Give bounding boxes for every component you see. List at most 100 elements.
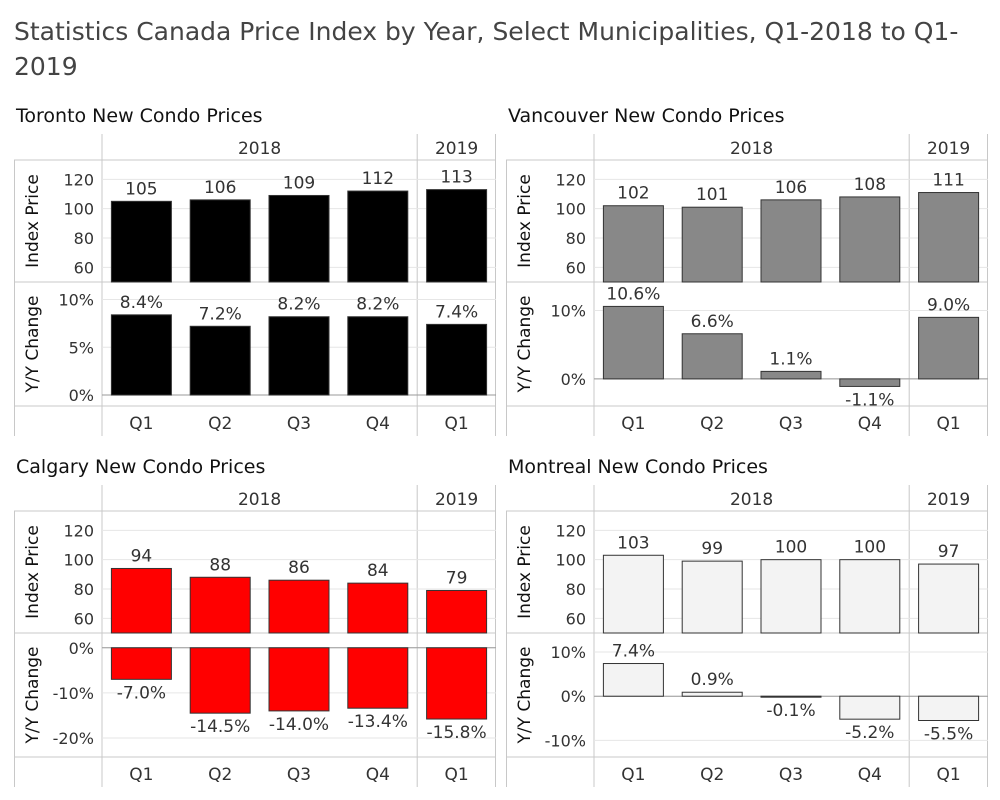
y-tick-label: 0% <box>69 639 94 658</box>
data-label: 99 <box>701 539 723 559</box>
page-title: Statistics Canada Price Index by Year, S… <box>14 17 959 81</box>
x-tick-label: Q1 <box>129 765 153 785</box>
bar <box>347 316 409 396</box>
x-tick-label: Q3 <box>779 765 803 785</box>
bar <box>918 192 980 283</box>
data-label: 111 <box>932 171 964 191</box>
x-tick-label: Q2 <box>700 414 724 434</box>
chart-title: Calgary New Condo Prices <box>16 456 266 478</box>
data-label: -0.1% <box>766 701 815 721</box>
data-label: 106 <box>775 178 807 198</box>
bar <box>760 370 822 380</box>
y-tick-label: 100 <box>63 551 94 570</box>
vancouver-bar-chart: 2018 2019 Index Price 60 80 100 120 102 101 106 10… <box>506 134 988 436</box>
data-label: 97 <box>938 542 960 562</box>
bar <box>918 316 980 380</box>
data-label: -5.5% <box>924 725 973 745</box>
x-tick-label: Q3 <box>287 414 311 434</box>
x-tick-label: Q2 <box>208 765 232 785</box>
y-tick-label: 60 <box>74 258 94 277</box>
data-label: 102 <box>617 184 649 204</box>
bar <box>681 206 743 283</box>
data-label: 10.6% <box>606 284 660 304</box>
y-tick-label: 10% <box>550 302 586 321</box>
data-label: 100 <box>775 538 807 558</box>
y-tick-label: 0% <box>561 370 586 389</box>
y-tick-label: 100 <box>555 551 586 570</box>
x-tick-label: Q1 <box>444 765 468 785</box>
yy-change-axis-title: Y/Y Change <box>23 647 43 745</box>
data-label: 1.1% <box>769 349 812 369</box>
bar <box>347 582 409 634</box>
calgary-chart-panel: Calgary New Condo Prices 2018 2019 Index P… <box>14 455 496 793</box>
bar <box>110 647 172 680</box>
bar <box>839 559 901 634</box>
data-label: 88 <box>209 555 231 575</box>
data-label: 84 <box>367 561 389 581</box>
data-label: 86 <box>288 558 310 578</box>
yy-change-axis-title: Y/Y Change <box>515 296 535 394</box>
chart-title: Toronto New Condo Prices <box>16 105 263 127</box>
bar <box>189 325 251 396</box>
bar <box>347 647 409 709</box>
bar <box>189 199 251 283</box>
x-tick-label: Q1 <box>621 414 645 434</box>
year-header-label: 2019 <box>927 139 970 159</box>
year-header-label: 2019 <box>927 490 970 510</box>
bar <box>426 323 488 396</box>
bar <box>426 589 488 634</box>
data-label: 8.4% <box>120 293 163 313</box>
data-label: -15.8% <box>427 723 487 743</box>
y-tick-label: -10% <box>545 731 586 750</box>
x-tick-label: Q1 <box>129 414 153 434</box>
data-label: 8.2% <box>277 295 320 315</box>
bar <box>760 695 822 698</box>
data-label: 94 <box>131 546 153 566</box>
x-tick-label: Q1 <box>444 414 468 434</box>
data-label: 103 <box>617 533 649 553</box>
data-label: -5.2% <box>845 723 894 743</box>
bar <box>839 196 901 283</box>
y-tick-label: 120 <box>555 170 586 189</box>
y-tick-label: 0% <box>69 386 94 405</box>
x-tick-label: Q1 <box>621 765 645 785</box>
y-tick-label: 80 <box>74 229 94 248</box>
y-tick-label: 60 <box>566 609 586 628</box>
bar <box>918 563 980 634</box>
data-label: 79 <box>446 568 468 588</box>
y-tick-label: 0% <box>561 687 586 706</box>
y-tick-label: -10% <box>53 684 94 703</box>
x-tick-label: Q2 <box>700 765 724 785</box>
x-tick-label: Q4 <box>858 765 882 785</box>
bar <box>602 663 664 697</box>
y-tick-label: 80 <box>74 580 94 599</box>
data-label: -1.1% <box>845 390 894 410</box>
index-price-axis-title: Index Price <box>515 174 535 268</box>
data-label: 105 <box>125 179 157 199</box>
bar <box>681 691 743 697</box>
bar <box>760 199 822 283</box>
bar <box>760 559 822 634</box>
y-tick-label: 10% <box>58 291 94 310</box>
year-header-label: 2019 <box>435 139 478 159</box>
y-tick-label: 80 <box>566 580 586 599</box>
data-label: -7.0% <box>117 683 166 703</box>
data-label: 8.2% <box>356 295 399 315</box>
chart-title: Montreal New Condo Prices <box>508 456 768 478</box>
data-label: -13.4% <box>348 712 408 732</box>
data-label: 9.0% <box>927 295 970 315</box>
y-tick-label: -20% <box>53 729 94 748</box>
bar <box>268 316 330 396</box>
y-tick-label: 80 <box>566 229 586 248</box>
year-header-label: 2018 <box>238 490 281 510</box>
y-tick-label: 60 <box>566 258 586 277</box>
data-label: 112 <box>362 169 394 189</box>
year-header-label: 2018 <box>730 490 773 510</box>
data-label: 101 <box>696 185 728 205</box>
bar <box>602 205 664 283</box>
year-header-label: 2018 <box>730 139 773 159</box>
y-tick-label: 120 <box>555 521 586 540</box>
yy-change-axis-title: Y/Y Change <box>23 296 43 394</box>
index-price-axis-title: Index Price <box>515 525 535 619</box>
bar <box>268 194 330 283</box>
